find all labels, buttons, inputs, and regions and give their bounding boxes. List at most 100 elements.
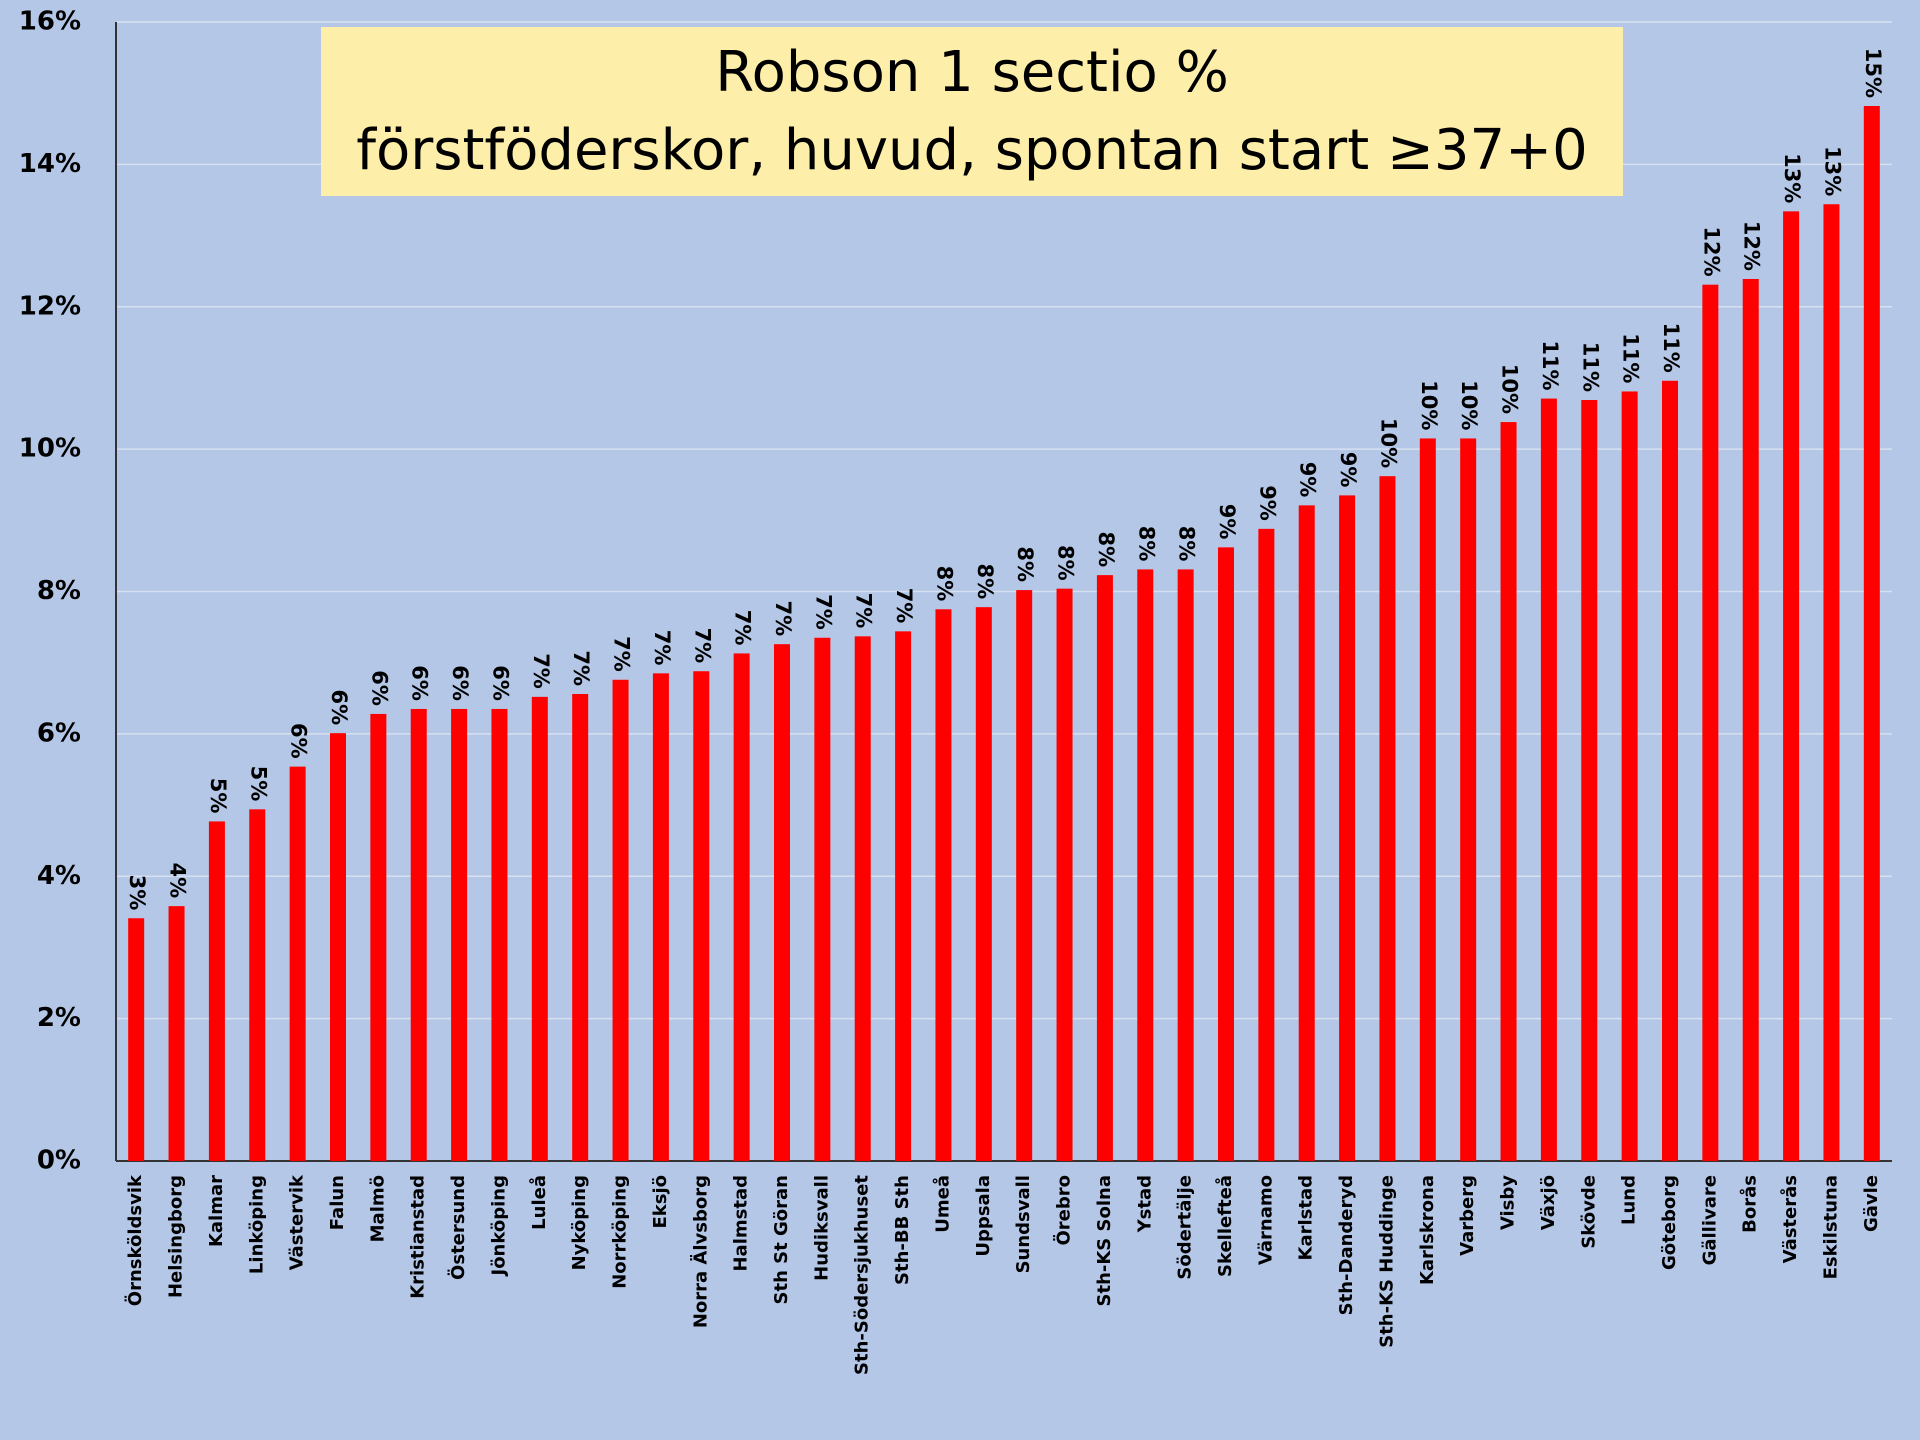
y-tick-label: 16% bbox=[19, 7, 81, 37]
bar bbox=[1460, 438, 1477, 1161]
x-tick-label: Värnamo bbox=[1255, 1175, 1276, 1265]
bar bbox=[1581, 400, 1598, 1161]
value-label: 12% bbox=[1699, 226, 1723, 276]
value-label: 9% bbox=[1255, 485, 1279, 521]
value-label: 9% bbox=[1336, 452, 1360, 488]
x-tick-label: Halmstad bbox=[731, 1175, 752, 1272]
bar bbox=[1662, 380, 1678, 1161]
bar bbox=[1702, 284, 1719, 1161]
value-label: 7% bbox=[610, 636, 634, 672]
y-tick-label: 10% bbox=[19, 434, 81, 464]
x-tick-label: Sth-KS Huddinge bbox=[1376, 1175, 1397, 1348]
bar bbox=[1339, 495, 1356, 1162]
y-tick-label: 12% bbox=[19, 291, 81, 321]
bar bbox=[1863, 106, 1880, 1162]
value-label: 5% bbox=[206, 778, 230, 814]
bar bbox=[693, 671, 710, 1161]
y-tick-label: 0% bbox=[37, 1146, 81, 1176]
bar bbox=[410, 708, 427, 1161]
value-label: 3% bbox=[125, 875, 149, 911]
x-tick-label: Västerås bbox=[1779, 1175, 1801, 1263]
value-label: 11% bbox=[1578, 342, 1602, 392]
bar bbox=[1783, 211, 1800, 1161]
value-label: 8% bbox=[1094, 531, 1118, 567]
x-tick-label: Göteborg bbox=[1659, 1175, 1680, 1270]
bar bbox=[491, 708, 508, 1161]
bar bbox=[1419, 438, 1436, 1161]
bar bbox=[531, 696, 548, 1161]
value-label: 6% bbox=[488, 665, 512, 701]
x-tick-label: Västervik bbox=[287, 1174, 308, 1270]
bar bbox=[249, 809, 266, 1161]
value-label: 7% bbox=[569, 650, 593, 686]
x-tick-label: Eksjö bbox=[650, 1175, 671, 1229]
value-label: 8% bbox=[1054, 545, 1078, 581]
x-tick-label: Gävle bbox=[1861, 1175, 1882, 1232]
value-label: 8% bbox=[1134, 526, 1158, 562]
value-label: 15% bbox=[1861, 48, 1885, 98]
value-label: 6% bbox=[327, 690, 351, 726]
y-tick-label: 8% bbox=[37, 576, 81, 606]
x-tick-label: Jönköping bbox=[488, 1175, 509, 1278]
value-label: 8% bbox=[1175, 526, 1199, 562]
value-label: 10% bbox=[1376, 418, 1400, 468]
x-tick-label: Skellefteå bbox=[1214, 1175, 1236, 1277]
x-tick-label: Kristianstad bbox=[408, 1175, 429, 1299]
bar bbox=[1379, 476, 1396, 1161]
x-tick-label: Örnsköldsvik bbox=[124, 1174, 146, 1306]
bar bbox=[854, 636, 871, 1161]
bar bbox=[733, 653, 750, 1161]
value-label: 4% bbox=[166, 862, 190, 898]
bar bbox=[1056, 588, 1073, 1161]
bar bbox=[1540, 398, 1557, 1161]
bar bbox=[1621, 391, 1638, 1161]
x-tick-label: Umeå bbox=[931, 1175, 953, 1233]
bar bbox=[1258, 528, 1275, 1161]
value-label: 12% bbox=[1740, 221, 1764, 271]
bar bbox=[1177, 569, 1194, 1161]
value-label: 6% bbox=[408, 665, 432, 701]
bar bbox=[935, 609, 952, 1161]
x-tick-label: Lund bbox=[1619, 1175, 1640, 1225]
bar bbox=[1742, 278, 1759, 1161]
x-tick-label: Sth-Södersjukhuset bbox=[852, 1175, 873, 1375]
bar bbox=[208, 821, 225, 1161]
bar bbox=[572, 694, 589, 1161]
value-label: 9% bbox=[1215, 504, 1239, 540]
value-label: 10% bbox=[1457, 380, 1481, 430]
x-tick-label: Varberg bbox=[1457, 1175, 1478, 1256]
x-tick-label: Karlstad bbox=[1296, 1175, 1317, 1261]
value-label: 11% bbox=[1659, 323, 1683, 373]
value-label: 7% bbox=[529, 653, 553, 689]
bar bbox=[652, 673, 669, 1161]
x-tick-label: Hudiksvall bbox=[811, 1175, 832, 1281]
x-tick-label: Ystad bbox=[1134, 1175, 1155, 1233]
value-label: 7% bbox=[650, 630, 674, 666]
x-tick-label: Skövde bbox=[1578, 1175, 1599, 1249]
bar bbox=[289, 766, 306, 1161]
value-label: 6% bbox=[287, 723, 311, 759]
x-tick-label: Södertälje bbox=[1175, 1175, 1196, 1280]
bar bbox=[128, 918, 145, 1161]
value-label: 13% bbox=[1820, 146, 1844, 196]
bar bbox=[168, 906, 185, 1161]
x-tick-label: Gällivare bbox=[1699, 1175, 1720, 1265]
bar bbox=[895, 631, 912, 1161]
value-label: 11% bbox=[1538, 340, 1562, 390]
x-tick-label: Östersund bbox=[447, 1175, 469, 1280]
bar bbox=[1218, 547, 1234, 1161]
value-label: 5% bbox=[246, 766, 270, 802]
bar bbox=[814, 637, 831, 1161]
title-box bbox=[321, 27, 1623, 196]
value-label: 10% bbox=[1498, 364, 1522, 414]
x-tick-label: Norrköping bbox=[610, 1175, 631, 1289]
chart-subtitle: förstföderskor, huvud, spontan start ≥37… bbox=[356, 118, 1587, 183]
value-label: 6% bbox=[367, 670, 391, 706]
x-tick-label: Luleå bbox=[528, 1175, 550, 1230]
y-tick-label: 14% bbox=[19, 149, 81, 179]
bar bbox=[612, 679, 629, 1161]
bar bbox=[330, 733, 346, 1161]
bar bbox=[1016, 590, 1033, 1161]
bar bbox=[451, 708, 468, 1161]
